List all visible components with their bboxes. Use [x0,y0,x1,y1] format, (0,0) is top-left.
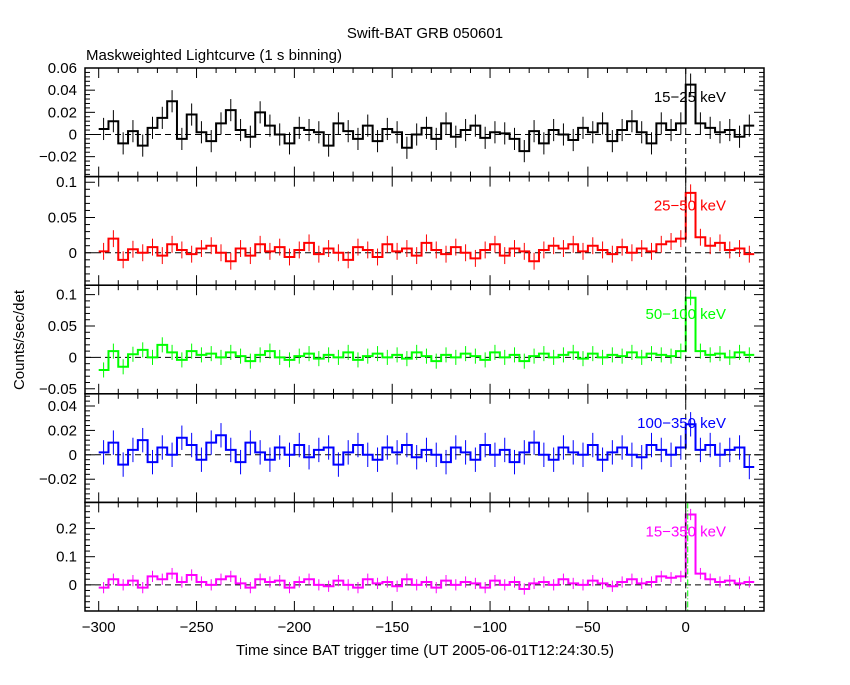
y-tick-label: 0.1 [56,549,77,566]
data-series [98,513,755,591]
y-tick-label: 0.02 [48,422,77,439]
y-tick-label: 0.04 [48,398,77,415]
chart-title: Swift-BAT GRB 050601 [347,25,503,42]
chart-subtitle: Maskweighted Lightcurve (1 s binning) [86,47,342,64]
x-tick-label: −300 [82,619,116,636]
y-tick-label: −0.02 [39,149,77,166]
y-tick-label: 0.1 [56,287,77,304]
y-tick-label: 0.1 [56,174,77,191]
panel-15-350-kev: 0 0.1 0.2 15−350 keV [56,501,765,612]
y-tick-label: 0.04 [48,82,77,99]
band-label: 15−25 keV [654,89,726,106]
panel-frame [84,501,765,612]
y-tick-label: 0 [69,577,77,594]
x-tick-label: −50 [575,619,600,636]
y-tick-label: 0.05 [48,210,77,227]
band-label: 100−350 keV [637,415,726,432]
x-axis-label: Time since BAT trigger time (UT 2005-06-… [236,642,614,659]
band-label: 15−350 keV [646,523,727,540]
panel-frame [84,284,765,395]
y-tick-label: 0 [69,447,77,464]
panel-frame [84,393,765,504]
y-tick-label: 0 [69,245,77,262]
x-tick-label: −250 [180,619,214,636]
panel-100-350-kev: −0.02 0 0.02 0.04 100−350 keV [39,393,765,504]
panels: −0.02 0 0.02 0.04 0.06 15−25 keV 0 0.05 0.1 25−50… [39,60,765,636]
y-tick-label: 0.02 [48,104,77,121]
panel-25-50-kev: 0 0.05 0.1 25−50 keV [48,174,765,286]
data-series [98,191,755,263]
panel-50-100-kev: −0.05 0 0.05 0.1 50−100 keV [39,284,765,398]
y-tick-label: −0.05 [39,381,77,398]
x-tick-label: −100 [473,619,507,636]
panel-frame [84,175,765,286]
data-series [98,296,755,371]
x-tick-label: 0 [682,619,690,636]
y-tick-label: 0.06 [48,60,77,77]
y-axis-label: Counts/sec/det [11,289,28,390]
band-label: 25−50 keV [654,198,726,215]
y-tick-label: 0 [69,126,77,143]
y-tick-label: 0 [69,349,77,366]
y-tick-label: 0.05 [48,318,77,335]
data-series [98,423,755,469]
x-tick-label: −150 [375,619,409,636]
band-label: 50−100 keV [646,306,727,323]
y-tick-label: −0.02 [39,471,77,488]
x-tick-label: −200 [277,619,311,636]
panel-15-25-kev: −0.02 0 0.02 0.04 0.06 15−25 keV [39,60,765,178]
y-tick-label: 0.2 [56,521,77,538]
data-series [98,83,755,153]
